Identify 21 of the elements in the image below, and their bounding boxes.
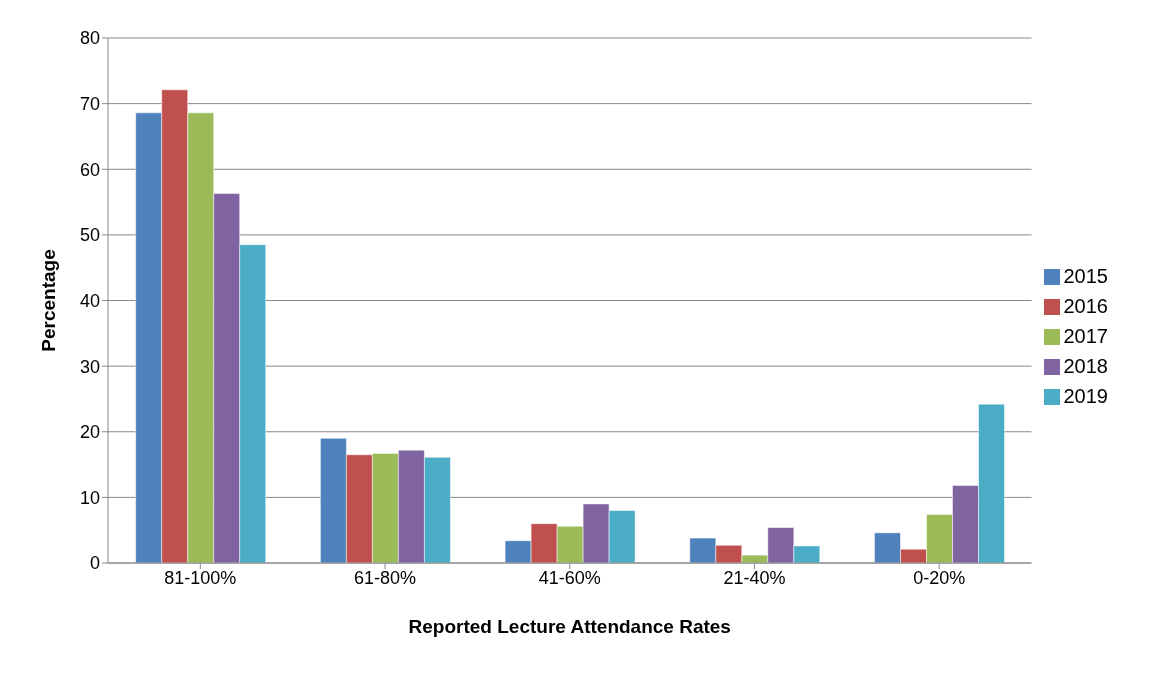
x-axis-title: Reported Lecture Attendance Rates	[408, 616, 731, 637]
legend-label: 2018	[1063, 354, 1108, 377]
y-tick-label: 20	[79, 422, 100, 443]
y-tick-label: 40	[79, 290, 100, 311]
legend-label: 2019	[1063, 384, 1108, 407]
y-tick-label: 0	[89, 553, 100, 574]
y-axis-title: Percentage	[37, 249, 59, 352]
y-tick-label: 30	[79, 356, 100, 377]
y-tick-label: 70	[79, 94, 100, 115]
y-tick-label: 10	[79, 487, 100, 508]
legend-label: 2017	[1063, 324, 1108, 347]
legend-label: 2015	[1063, 264, 1108, 287]
y-tick-label: 60	[79, 159, 100, 180]
x-tick-label: 41-60%	[538, 567, 601, 588]
y-tick-label: 80	[79, 28, 100, 49]
x-tick-label: 0-20%	[913, 567, 966, 588]
x-tick-label: 61-80%	[354, 567, 417, 588]
x-tick-label: 81-100%	[164, 567, 237, 588]
x-tick-label: 21-40%	[723, 567, 786, 588]
legend-label: 2016	[1063, 294, 1108, 317]
y-tick-label: 50	[79, 225, 100, 246]
